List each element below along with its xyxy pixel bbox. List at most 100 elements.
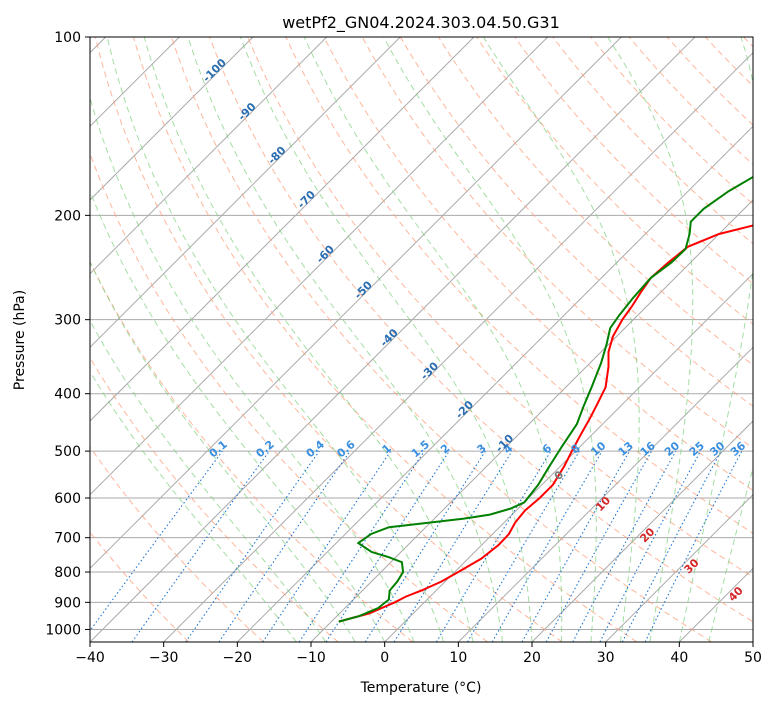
y-tick-label: 700	[54, 531, 81, 547]
mixing-ratio-label: 1.5	[409, 438, 432, 460]
moist-adiabat-line	[187, 37, 503, 642]
moist-adiabat-label: 20	[637, 525, 657, 545]
moist-adiabat-line	[607, 37, 694, 642]
isotherm-line	[678, 567, 753, 642]
isotherm-line	[90, 37, 475, 422]
y-tick-label: 1000	[45, 622, 81, 638]
dry-adiabat-line	[90, 260, 414, 642]
mixing-ratio-line	[393, 450, 513, 642]
dry-adiabat-line	[132, 37, 638, 642]
x-tick-label: 40	[670, 650, 688, 666]
dry-adiabat-line	[476, 37, 753, 325]
isotherm-line	[752, 641, 753, 642]
x-tick-label: −10	[296, 650, 326, 666]
mixing-ratio-line	[364, 450, 486, 642]
chart-title: wetPf2_GN04.2024.303.04.50.G31	[282, 13, 560, 33]
isotherm-label: -90	[235, 100, 258, 123]
isotherm-line	[90, 37, 254, 201]
moist-adiabat-line	[106, 37, 445, 642]
dry-adiabat-line	[743, 37, 753, 48]
mixing-ratio-label: 0.4	[304, 438, 328, 461]
mixing-ratio-label: 6	[540, 441, 554, 456]
mixing-ratio-label: 20	[662, 439, 682, 459]
y-tick-label: 500	[54, 444, 81, 460]
dry-adiabat-line	[209, 37, 753, 623]
x-tick-label: −20	[223, 650, 253, 666]
mixing-ratio-line	[521, 450, 630, 642]
x-axis: −40 −30 −20 −10 0 10 20 30 40 50	[75, 642, 762, 666]
dry-adiabat-line	[552, 37, 753, 245]
dry-adiabat-line	[94, 37, 563, 642]
moist-adiabat-label: 40	[726, 584, 746, 604]
y-tick-label: 600	[54, 491, 81, 507]
isotherm-line	[457, 346, 753, 642]
y-tick-label: 900	[54, 595, 81, 611]
mixing-ratio-label: 0.6	[334, 438, 358, 461]
isotherm-line	[236, 125, 753, 642]
isotherm-line	[90, 37, 328, 275]
mixing-ratio-line	[467, 450, 580, 642]
mixing-ratio-line	[491, 450, 603, 642]
mixing-ratio-label: 0.1	[207, 438, 230, 460]
mixing-ratio-label: 3	[474, 442, 488, 457]
mixing-ratio-line	[545, 450, 653, 642]
dry-adiabat-line	[90, 446, 264, 642]
mixing-ratio-label: 30	[707, 439, 727, 459]
y-axis: 100 200 300 400 500 600 700 800 900 1000	[45, 30, 90, 638]
dry-adiabat-line	[247, 37, 753, 578]
moist-adiabat-line	[482, 37, 640, 642]
y-tick-label: 200	[54, 208, 81, 224]
background-lines	[90, 37, 753, 642]
dry-adiabat-line	[323, 37, 753, 491]
moist-adiabat-line	[303, 37, 563, 642]
isotherm-line	[163, 51, 753, 642]
isotherm-label: -50	[352, 278, 375, 301]
isotherm-line	[384, 272, 753, 642]
moist-adiabat-line	[90, 96, 415, 642]
isotherm-label: -100	[200, 56, 229, 85]
mixing-ratio-label: 1	[380, 442, 394, 457]
mixing-ratio-line	[90, 450, 223, 632]
y-tick-label: 400	[54, 387, 81, 403]
isotherm-label: -70	[295, 188, 318, 211]
mixing-ratio-line	[131, 450, 270, 642]
dry-adiabat-line	[590, 37, 753, 205]
dry-adiabat-line	[628, 37, 753, 166]
moist-adiabat-line	[90, 260, 356, 642]
isotherm-line	[90, 37, 622, 570]
plot-frame	[89, 36, 754, 643]
isotherm-label: -20	[453, 398, 476, 421]
mixing-ratio-label: 13	[616, 439, 636, 459]
dry-adiabat-line	[90, 531, 190, 642]
dry-adiabat-line	[514, 37, 753, 285]
moist-adiabat-line	[383, 37, 597, 642]
x-axis-label: Temperature (°C)	[360, 680, 482, 696]
dewpoint-profile-line	[338, 175, 753, 623]
dry-adiabat-line	[399, 37, 753, 407]
mixing-ratio-label: 10	[588, 439, 608, 459]
mixing-ratio-label: 25	[687, 439, 707, 459]
mixing-ratio-line	[435, 450, 552, 642]
dry-adiabat-line	[90, 356, 339, 642]
dry-adiabat-line	[90, 152, 488, 642]
dry-adiabat-line	[666, 37, 753, 126]
y-tick-label: 800	[54, 565, 81, 581]
isotherm-line	[90, 37, 549, 496]
mixing-ratio-line	[325, 450, 450, 642]
series-layer	[338, 175, 753, 623]
temperature-profile-line	[338, 224, 753, 623]
x-tick-label: −40	[75, 650, 105, 666]
mixing-ratio-label: 16	[638, 439, 658, 459]
moist-adiabat-line	[708, 466, 753, 642]
moist-adiabat-line	[90, 370, 297, 642]
x-tick-label: 0	[380, 650, 389, 666]
isotherm-line	[90, 37, 696, 642]
y-tick-label: 100	[54, 30, 81, 46]
moist-adiabat-line	[90, 189, 386, 642]
y-tick-label: 300	[54, 313, 81, 329]
moist-adiabat-line	[678, 37, 753, 642]
moist-adiabat-line	[239, 37, 533, 642]
dry-adiabat-line	[171, 37, 712, 642]
moist-adiabat-line	[90, 319, 327, 642]
